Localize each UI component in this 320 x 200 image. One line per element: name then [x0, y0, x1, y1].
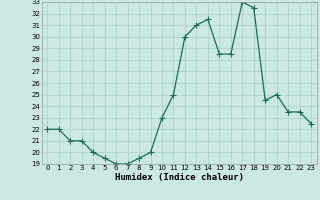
X-axis label: Humidex (Indice chaleur): Humidex (Indice chaleur)	[115, 173, 244, 182]
